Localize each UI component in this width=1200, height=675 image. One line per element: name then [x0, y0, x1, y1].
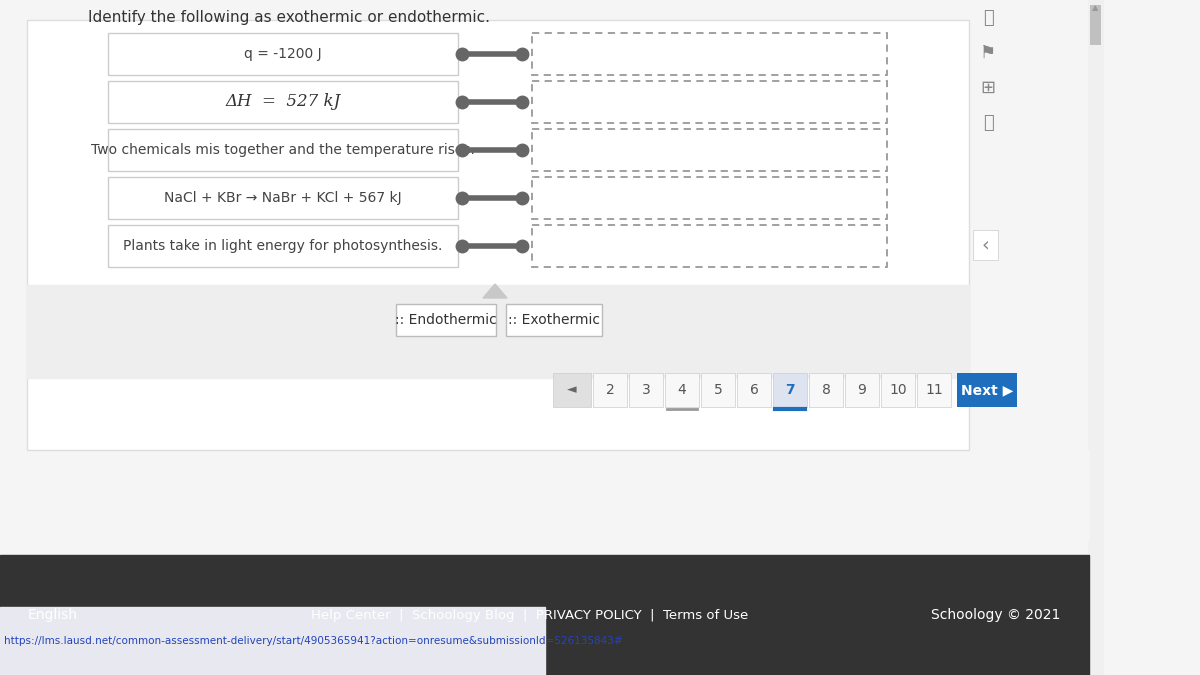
Bar: [108, 81, 458, 123]
Polygon shape: [482, 284, 508, 298]
Bar: [809, 373, 842, 407]
Bar: [701, 373, 734, 407]
Text: NaCl + KBr → NaBr + KCl + 567 kJ: NaCl + KBr → NaBr + KCl + 567 kJ: [164, 191, 402, 205]
Bar: [917, 373, 952, 407]
Bar: [532, 33, 887, 75]
Text: ⊞: ⊞: [980, 79, 996, 97]
Text: Identify the following as exothermic or endothermic.: Identify the following as exothermic or …: [88, 10, 490, 25]
Bar: [108, 129, 458, 171]
Text: Next ▶: Next ▶: [961, 383, 1013, 397]
Bar: [881, 373, 916, 407]
Bar: [506, 304, 602, 336]
Text: ⚑: ⚑: [980, 44, 996, 62]
Text: Schoology © 2021: Schoology © 2021: [931, 608, 1060, 622]
Bar: [553, 373, 592, 407]
Text: ‹: ‹: [982, 236, 989, 254]
Bar: [108, 33, 458, 75]
Text: Plants take in light energy for photosynthesis.: Plants take in light energy for photosyn…: [124, 239, 443, 253]
Bar: [532, 177, 887, 219]
Bar: [629, 373, 662, 407]
Bar: [532, 129, 887, 171]
Bar: [1090, 5, 1102, 45]
Text: English: English: [28, 608, 78, 622]
Text: :: Exothermic: :: Exothermic: [508, 313, 600, 327]
Text: 4: 4: [678, 383, 686, 397]
Text: Two chemicals mis together and the temperature rises.: Two chemicals mis together and the tempe…: [91, 143, 475, 157]
Bar: [28, 20, 970, 450]
Text: 6: 6: [750, 383, 758, 397]
Text: ▲: ▲: [1092, 3, 1098, 12]
Bar: [28, 285, 970, 378]
Bar: [532, 225, 887, 267]
Text: 11: 11: [925, 383, 943, 397]
Bar: [1088, 0, 1103, 675]
Bar: [773, 373, 808, 407]
Text: ΔH  =  527 kJ: ΔH = 527 kJ: [226, 94, 341, 111]
Bar: [532, 81, 887, 123]
Bar: [0, 607, 545, 675]
Bar: [845, 373, 878, 407]
Bar: [973, 230, 998, 260]
Text: 10: 10: [889, 383, 907, 397]
Bar: [973, 0, 1003, 450]
Text: 9: 9: [858, 383, 866, 397]
Bar: [108, 225, 458, 267]
Bar: [958, 373, 1018, 407]
Text: ⤢: ⤢: [983, 114, 994, 132]
Text: 5: 5: [714, 383, 722, 397]
Text: 2: 2: [606, 383, 614, 397]
Bar: [108, 177, 458, 219]
Bar: [665, 373, 698, 407]
Text: ⓘ: ⓘ: [983, 9, 994, 27]
Text: q = -1200 J: q = -1200 J: [244, 47, 322, 61]
Bar: [593, 373, 628, 407]
Text: :: Endothermic: :: Endothermic: [395, 313, 497, 327]
Text: 7: 7: [785, 383, 794, 397]
Bar: [737, 373, 772, 407]
Text: 8: 8: [822, 383, 830, 397]
Text: ◄: ◄: [568, 383, 577, 396]
Text: 3: 3: [642, 383, 650, 397]
Text: Help Center  |  Schoology Blog  |  PRIVACY POLICY  |  Terms of Use: Help Center | Schoology Blog | PRIVACY P…: [311, 608, 749, 622]
Bar: [396, 304, 496, 336]
Bar: [0, 555, 1090, 675]
Text: https://lms.lausd.net/common-assessment-delivery/start/4905365941?action=onresum: https://lms.lausd.net/common-assessment-…: [4, 636, 623, 646]
Bar: [0, 450, 1090, 540]
